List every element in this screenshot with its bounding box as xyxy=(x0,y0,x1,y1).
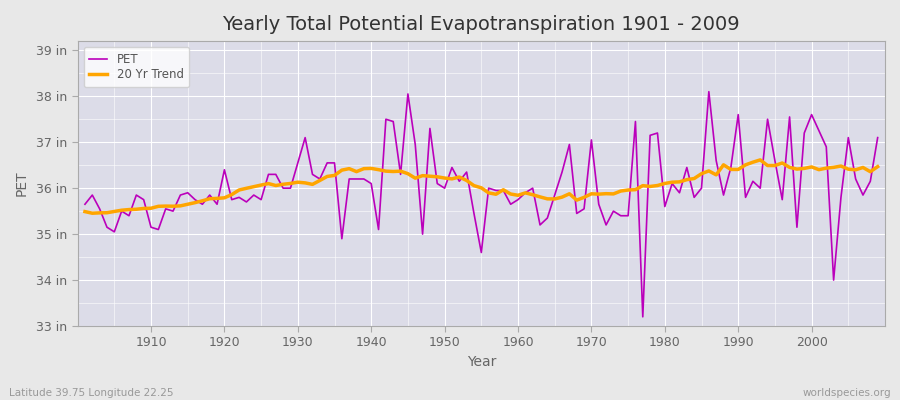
PET xyxy=(637,314,648,319)
20 Yr Trend xyxy=(520,190,531,195)
PET xyxy=(344,176,355,181)
20 Yr Trend xyxy=(87,211,98,216)
20 Yr Trend xyxy=(513,193,524,198)
Text: Latitude 39.75 Longitude 22.25: Latitude 39.75 Longitude 22.25 xyxy=(9,388,174,398)
PET xyxy=(139,197,149,202)
PET xyxy=(704,89,715,94)
PET xyxy=(872,135,883,140)
20 Yr Trend xyxy=(351,169,362,174)
20 Yr Trend xyxy=(755,158,766,162)
20 Yr Trend xyxy=(307,182,318,187)
Legend: PET, 20 Yr Trend: PET, 20 Yr Trend xyxy=(84,47,190,87)
Line: 20 Yr Trend: 20 Yr Trend xyxy=(85,160,878,213)
PET xyxy=(513,197,524,202)
Title: Yearly Total Potential Evapotranspiration 1901 - 2009: Yearly Total Potential Evapotranspiratio… xyxy=(222,15,740,34)
20 Yr Trend xyxy=(79,209,90,214)
Y-axis label: PET: PET xyxy=(15,171,29,196)
20 Yr Trend xyxy=(146,206,157,211)
X-axis label: Year: Year xyxy=(466,355,496,369)
PET xyxy=(300,135,310,140)
PET xyxy=(600,222,611,227)
20 Yr Trend xyxy=(608,192,619,196)
PET xyxy=(79,202,90,207)
PET xyxy=(505,202,516,207)
Text: worldspecies.org: worldspecies.org xyxy=(803,388,891,398)
20 Yr Trend xyxy=(872,164,883,169)
Line: PET: PET xyxy=(85,92,878,317)
